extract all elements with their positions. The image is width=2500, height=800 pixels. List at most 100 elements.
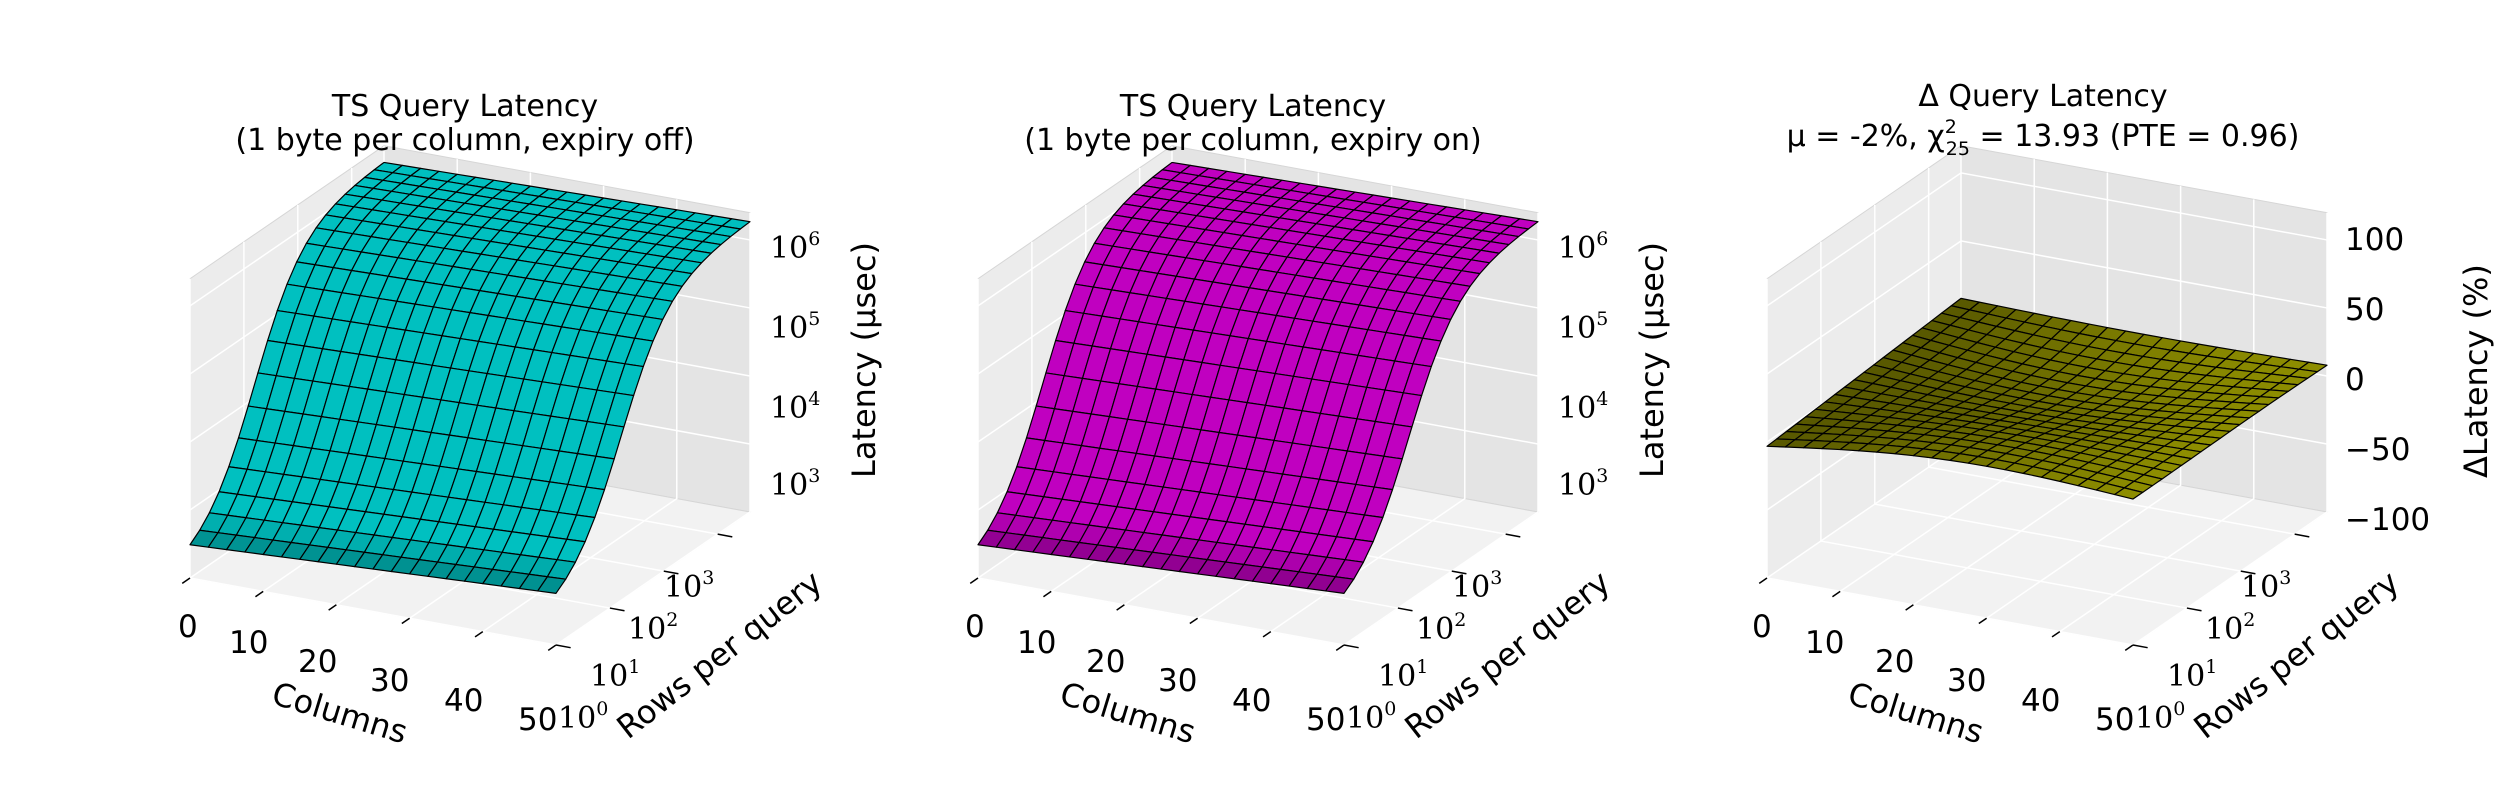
x-tick-mark	[474, 630, 484, 638]
x-tick-label: 20	[1875, 644, 1914, 680]
x-tick-mark	[1262, 630, 1272, 638]
y-axis-label-3: Rows per query	[2187, 563, 2407, 746]
gridline	[2059, 199, 2255, 633]
gridline	[1766, 240, 2328, 375]
z-tick-label: 103	[1558, 465, 1608, 503]
x-tick-label: 50	[518, 702, 557, 738]
surface-panel-3	[1766, 297, 2328, 500]
z-tick-label: 50	[2345, 292, 2384, 328]
panel-expiry-on: TS Query Latency (1 byte per column, exp…	[965, 89, 1671, 751]
chart-title-1: TS Query Latency	[331, 89, 598, 124]
x-tick-mark	[1189, 617, 1199, 625]
chart-subtitle-2: (1 byte per column, expiry on)	[1024, 123, 1482, 158]
x-tick-label: 0	[965, 609, 985, 645]
y-tick-label: 101	[1378, 656, 1428, 694]
surface-panel-2	[977, 161, 1539, 594]
z-ticks-panel-3: 100 50 0 −50 −100	[2345, 222, 2430, 538]
gridline	[2132, 212, 2328, 646]
x-tick-mark	[1905, 604, 1914, 611]
x-tick-mark	[1335, 644, 1345, 651]
x-tick-mark	[2124, 644, 2134, 651]
x-tick-label: 20	[298, 644, 337, 680]
y-ticks-panel-3: 100 101 102 103	[2135, 567, 2291, 736]
y-tick-mark	[2186, 607, 2202, 612]
y-tick-mark	[2132, 644, 2148, 649]
panel-expiry-off: TS Query Latency (1 byte per column, exp…	[178, 89, 883, 751]
chart-title-2: TS Query Latency	[1119, 89, 1386, 124]
x-tick-label: 50	[2095, 702, 2134, 738]
x-tick-mark	[1978, 617, 1988, 625]
z-tick-label: 103	[770, 465, 820, 503]
y-tick-mark	[609, 607, 625, 612]
z-tick-label: −50	[2345, 432, 2410, 468]
y-tick-label: 102	[2205, 609, 2255, 647]
x-tick-mark	[255, 590, 264, 598]
y-tick-mark	[2240, 570, 2256, 575]
x-tick-label: 30	[370, 663, 409, 699]
y-tick-label: 101	[2167, 656, 2217, 694]
y-tick-mark	[1343, 644, 1359, 649]
y-tick-mark	[717, 533, 733, 538]
x-tick-mark	[1758, 577, 1768, 584]
z-tick-label: 104	[770, 388, 820, 426]
x-ticks-panel-1: 0 10 20 30 40 50	[178, 609, 557, 738]
chart-subtitle-1: (1 byte per column, expiry off)	[235, 123, 694, 158]
y-tick-label: 100	[1346, 698, 1396, 736]
chart-title-3: Δ Query Latency	[1918, 79, 2167, 114]
surface-facet	[2114, 487, 2144, 500]
z-axis-label-3: ΔLatency (%)	[2457, 264, 2495, 478]
x-tick-label: 50	[1306, 702, 1345, 738]
gridline	[1343, 212, 1539, 646]
gridline	[1766, 172, 2328, 307]
x-tick-label: 0	[1752, 609, 1772, 645]
y-tick-label: 103	[1452, 567, 1502, 605]
y-tick-label: 102	[628, 609, 678, 647]
gridline	[1820, 241, 2188, 609]
z-tick-label: −100	[2345, 502, 2430, 538]
y-tick-label: 101	[590, 656, 640, 694]
y-tick-label: 102	[1416, 609, 1466, 647]
z-tick-label: 105	[770, 308, 820, 346]
x-tick-label: 30	[1158, 663, 1197, 699]
y-axis-label-2: Rows per query	[1398, 563, 1618, 746]
x-tick-mark	[1832, 590, 1841, 598]
x-tick-label: 10	[1805, 625, 1844, 661]
y-tick-label: 103	[664, 567, 714, 605]
z-tick-label: 105	[1558, 308, 1608, 346]
x-tick-label: 40	[2021, 683, 2060, 719]
surface-facet	[537, 576, 567, 594]
gridline	[555, 212, 751, 646]
x-tick-mark	[328, 604, 337, 611]
y-ticks-panel-2: 100 101 102 103	[1346, 567, 1502, 736]
chart-subtitle-3: μ = -2%, χ2 25 = 13.93 (PTE = 0.96)	[1787, 116, 2300, 160]
z-tick-label: 104	[1558, 388, 1608, 426]
x-ticks-panel-2: 0 10 20 30 40 50	[965, 609, 1345, 738]
gridline	[1927, 167, 2295, 535]
y-ticks-panel-1: 100 101 102 103	[558, 567, 714, 736]
x-tick-label: 20	[1086, 644, 1125, 680]
y-tick-mark	[1451, 570, 1467, 575]
gridline	[1874, 204, 2241, 572]
surface-panel-1	[189, 161, 751, 594]
x-tick-mark	[401, 617, 411, 625]
y-tick-label: 100	[2135, 698, 2185, 736]
y-tick-mark	[663, 570, 679, 575]
y-tick-mark	[2294, 533, 2310, 538]
x-tick-label: 30	[1947, 663, 1986, 699]
surface-facet	[1325, 576, 1355, 594]
y-tick-mark	[1397, 607, 1413, 612]
x-tick-mark	[181, 577, 191, 584]
z-tick-label: 106	[770, 228, 820, 266]
y-axis-label-1: Rows per query	[610, 563, 830, 746]
x-tick-label: 10	[229, 625, 268, 661]
x-tick-label: 0	[178, 609, 198, 645]
x-tick-mark	[2051, 630, 2061, 638]
z-ticks-panel-2: 103 104 105 106	[1558, 228, 1608, 503]
y-tick-mark	[1505, 533, 1521, 538]
z-tick-label: 100	[2345, 222, 2404, 258]
gridlines-panel-3	[1758, 145, 2328, 651]
gridline	[1986, 185, 2182, 619]
z-axis-label-1: Latency (μsec)	[845, 242, 883, 478]
panel-delta: Δ Query Latency μ = -2%, χ2 25 = 13.93 (P…	[1752, 79, 2495, 751]
